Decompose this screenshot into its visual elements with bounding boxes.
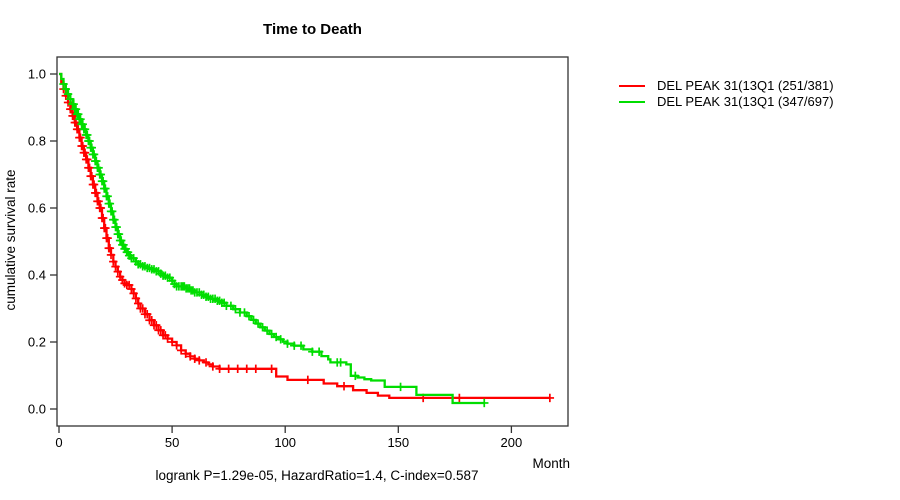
legend: DEL PEAK 31(13Q1 (251/381) DEL PEAK 31(13… bbox=[619, 78, 834, 109]
y-tick-label: 0.6 bbox=[28, 201, 46, 216]
km-curve-group2 bbox=[59, 72, 485, 405]
y-tick-label: 0.0 bbox=[28, 402, 46, 417]
legend-swatch-line bbox=[619, 100, 645, 103]
stats-caption: logrank P=1.29e-05, HazardRatio=1.4, C-i… bbox=[155, 468, 479, 483]
x-tick-label: 100 bbox=[274, 435, 296, 450]
x-tick-label: 150 bbox=[387, 435, 409, 450]
x-axis-label: Month bbox=[532, 456, 570, 471]
y-tick-label: 0.4 bbox=[28, 268, 46, 283]
y-axis-label: cumulative survival rate bbox=[3, 169, 18, 311]
legend-item: DEL PEAK 31(13Q1 (347/697) bbox=[619, 94, 834, 109]
legend-item: DEL PEAK 31(13Q1 (251/381) bbox=[619, 78, 834, 93]
legend-label: DEL PEAK 31(13Q1 (347/697) bbox=[657, 94, 834, 109]
x-tick-label: 0 bbox=[55, 435, 62, 450]
y-tick-label: 0.2 bbox=[28, 335, 46, 350]
y-tick-label: 1.0 bbox=[28, 67, 46, 82]
x-tick-label: 200 bbox=[501, 435, 523, 450]
y-tick-label: 0.8 bbox=[28, 134, 46, 149]
plot-box bbox=[56, 56, 569, 427]
legend-label: DEL PEAK 31(13Q1 (251/381) bbox=[657, 78, 834, 93]
x-tick-label: 50 bbox=[165, 435, 179, 450]
chart-title: Time to Death bbox=[263, 21, 362, 38]
legend-swatch-line bbox=[619, 84, 645, 87]
